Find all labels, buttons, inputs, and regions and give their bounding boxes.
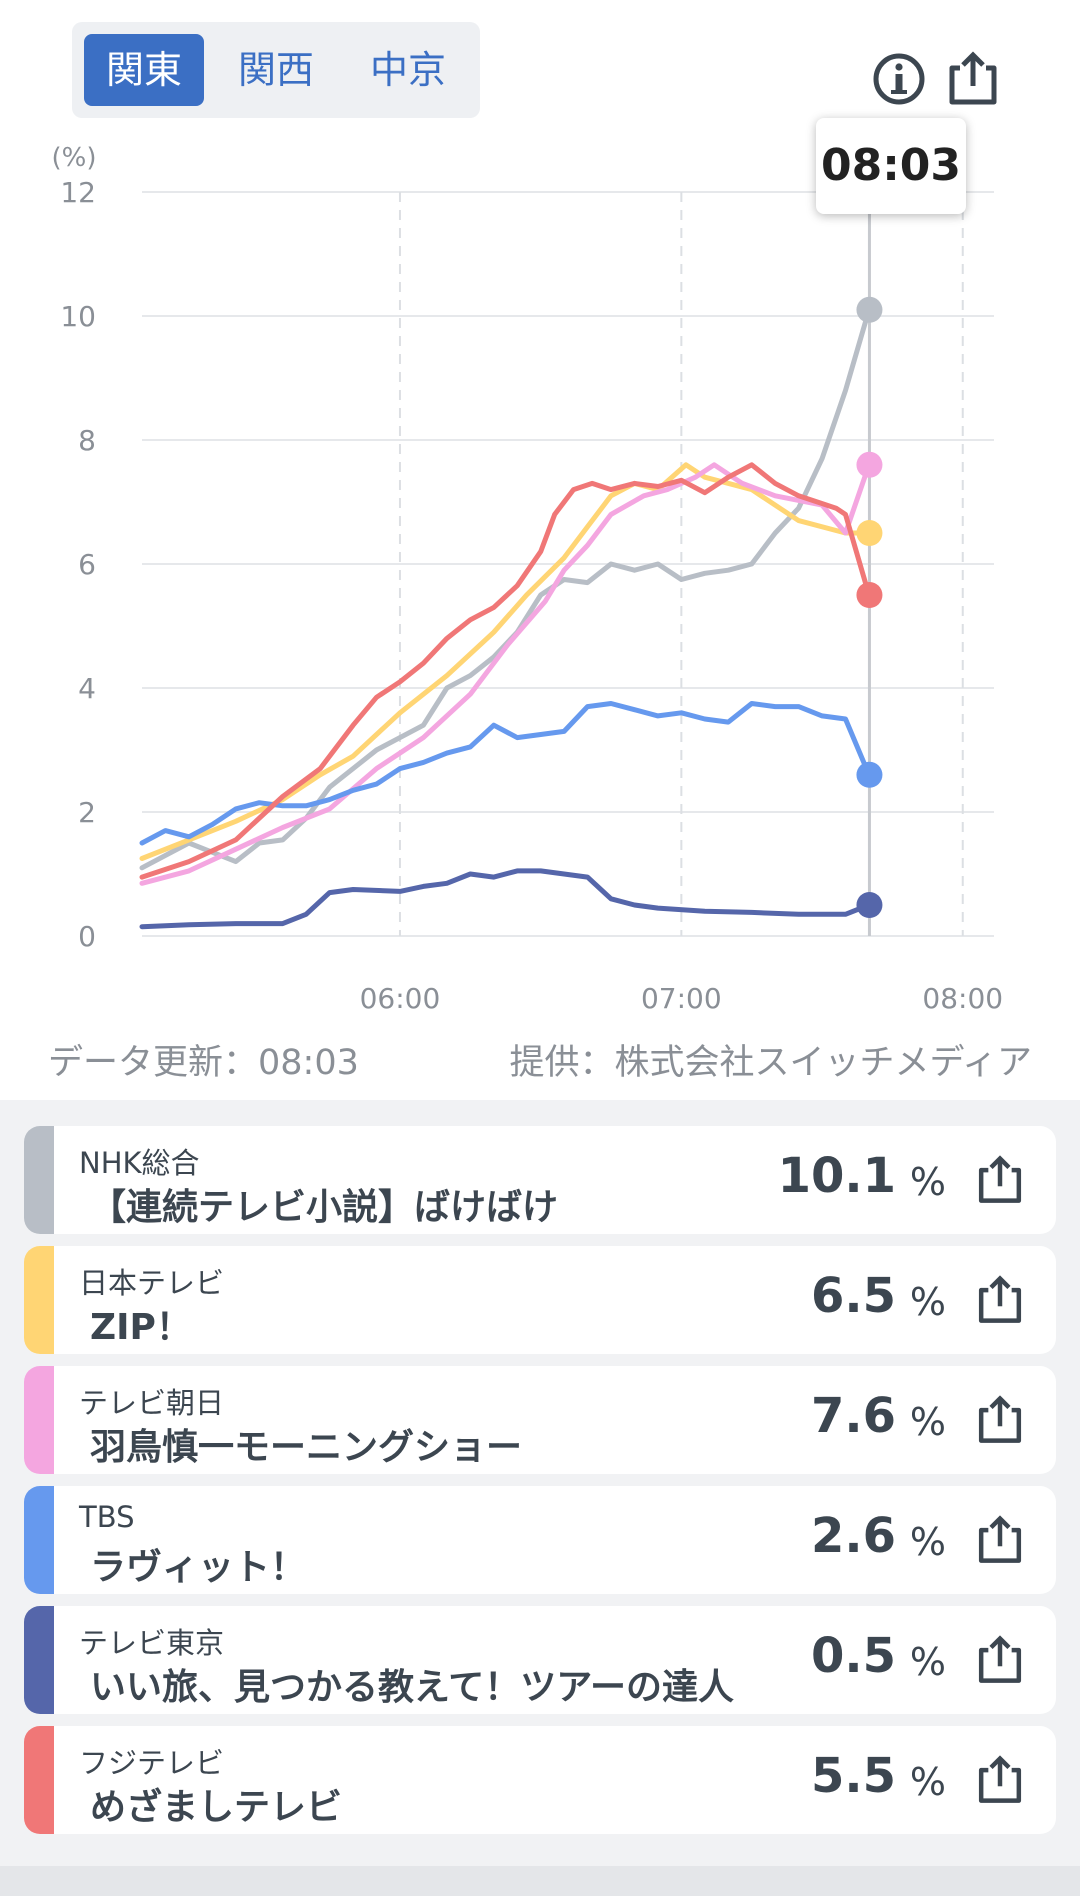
channel-color-stripe (24, 1366, 54, 1474)
y-tick-label: 12 (60, 176, 96, 209)
x-tick-label: 08:00 (922, 982, 1003, 1015)
region-selector: 関東 関西 中京 (72, 22, 480, 118)
rating-unit: % (909, 1280, 946, 1324)
rating-unit: % (909, 1760, 946, 1804)
y-tick-label: 4 (78, 672, 96, 705)
channel-name: フジテレビ (79, 1746, 225, 1780)
y-tick-label: 10 (60, 300, 96, 333)
channel-name: テレビ朝日 (79, 1386, 225, 1420)
channel-color-stripe (24, 1126, 54, 1234)
series-end-dot (856, 892, 883, 918)
share-icon[interactable] (974, 1394, 1026, 1446)
y-tick-label: 2 (78, 796, 96, 829)
bottom-bar (0, 1866, 1080, 1896)
program-title: めざましテレビ (90, 1787, 343, 1828)
rating-value: 7.6 (810, 1388, 896, 1444)
rating-value: 2.6 (810, 1508, 896, 1564)
channel-color-stripe (24, 1726, 54, 1834)
rating-unit: % (909, 1640, 946, 1684)
program-title: いい旅、見つかる教えて！ツアーの達人 (90, 1667, 735, 1708)
tab-chukyo[interactable]: 中京 (369, 48, 446, 92)
channel-card-ntv[interactable]: 日本テレビ ZIP！ 6.5 % (24, 1246, 1056, 1354)
series-end-dot (856, 520, 883, 546)
channel-name: NHK総合 (79, 1146, 200, 1180)
share-icon[interactable] (974, 1634, 1026, 1686)
channel-name: テレビ東京 (79, 1626, 225, 1660)
y-tick-label: 6 (78, 548, 96, 581)
rating-value: 0.5 (810, 1628, 896, 1684)
channel-card-tbs[interactable]: TBS ラヴィット！ 2.6 % (24, 1486, 1056, 1594)
data-provider: 提供：株式会社スイッチメディア (509, 1043, 1032, 1083)
channel-name: TBS (79, 1500, 135, 1534)
channel-color-stripe (24, 1246, 54, 1354)
series-end-dot (856, 582, 883, 608)
program-title: ラヴィット！ (90, 1547, 307, 1588)
tab-kansai[interactable]: 関西 (237, 48, 314, 92)
program-title: 羽鳥慎一モーニングショー (90, 1427, 523, 1468)
time-tooltip: 08:03 (816, 118, 966, 214)
series-line (139, 701, 872, 846)
series-line (139, 307, 872, 871)
tab-kanto[interactable]: 関東 (84, 34, 204, 106)
update-time: データ更新：08:03 (48, 1043, 359, 1083)
share-icon[interactable] (974, 1274, 1026, 1326)
channel-card-nhk[interactable]: NHK総合 【連続テレビ小説】ばけばけ 10.1 % (24, 1126, 1056, 1234)
channel-list: NHK総合 【連続テレビ小説】ばけばけ 10.1 % 日本テレビ ZIP！ 6.… (0, 1100, 1080, 1896)
share-icon[interactable] (974, 1754, 1026, 1806)
chart-panel: 関東 関西 中京 0 2 4 6 8 10 12 (%) 06:00 07:00 08:00 08:… (48, 22, 1032, 1083)
channel-color-stripe (24, 1486, 54, 1594)
program-title: 【連続テレビ小説】ばけばけ (90, 1187, 559, 1228)
series-end-dot (856, 296, 883, 323)
series-line (139, 462, 872, 880)
x-tick-label: 06:00 (360, 982, 441, 1015)
channel-card-tv-tokyo[interactable]: テレビ東京 いい旅、見つかる教えて！ツアーの達人 0.5 % (24, 1606, 1056, 1714)
rating-value: 6.5 (810, 1268, 896, 1324)
series-line (139, 462, 872, 886)
rating-unit: % (909, 1400, 946, 1444)
info-icon[interactable] (870, 50, 928, 108)
channel-name: 日本テレビ (79, 1266, 225, 1300)
rating-unit: % (909, 1160, 946, 1204)
y-tick-label: 8 (78, 424, 96, 457)
channel-card-fuji[interactable]: フジテレビ めざましテレビ 5.5 % (24, 1726, 1056, 1834)
series-line (139, 868, 872, 930)
share-icon[interactable] (974, 1154, 1026, 1206)
series-line (139, 462, 872, 861)
program-title: ZIP！ (90, 1307, 192, 1348)
x-tick-label: 07:00 (641, 982, 722, 1015)
y-tick-label: 0 (78, 920, 96, 953)
share-icon[interactable] (974, 1514, 1026, 1566)
rating-line-chart: 0 2 4 6 8 10 12(%) 06:00 07:00 08:00 (52, 143, 1004, 1015)
channel-color-stripe (24, 1606, 54, 1714)
rating-value: 5.5 (810, 1748, 896, 1804)
y-unit-label: (%) (52, 143, 97, 173)
share-icon[interactable] (944, 50, 1002, 108)
series-end-dot (856, 761, 883, 788)
channel-card-tv-asahi[interactable]: テレビ朝日 羽鳥慎一モーニングショー 7.6 % (24, 1366, 1056, 1474)
rating-value: 10.1 (777, 1148, 896, 1204)
series-end-dot (856, 451, 883, 478)
rating-unit: % (909, 1520, 946, 1564)
